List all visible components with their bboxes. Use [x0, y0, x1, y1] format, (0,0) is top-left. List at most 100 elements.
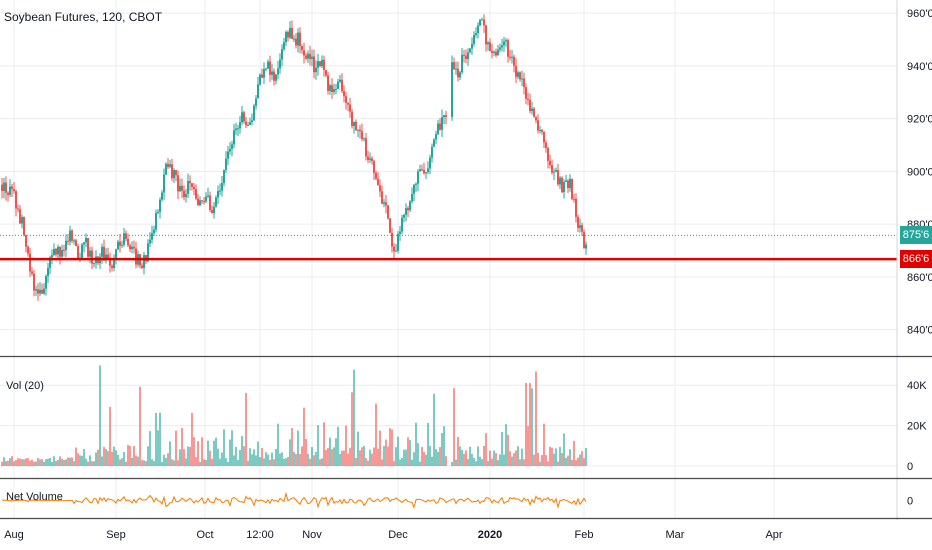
- candle-body: [267, 61, 269, 69]
- volume-bar: [549, 446, 551, 466]
- candle-body: [427, 168, 429, 173]
- volume-bar: [373, 447, 375, 466]
- volume-bar: [485, 433, 487, 466]
- volume-bar: [27, 458, 29, 466]
- candle-body: [463, 54, 465, 56]
- volume-bar: [423, 451, 425, 466]
- volume-bar: [443, 426, 445, 466]
- volume-bar: [189, 446, 191, 466]
- volume-bar: [393, 461, 395, 466]
- volume-bar: [281, 452, 283, 466]
- time-tick-label: Dec: [388, 529, 408, 541]
- volume-bar: [9, 458, 11, 466]
- candle-body: [131, 246, 133, 250]
- volume-bar: [61, 458, 63, 466]
- candle-body: [103, 246, 105, 261]
- volume-bar: [217, 448, 219, 466]
- candle-body: [241, 112, 243, 123]
- volume-bar: [293, 452, 295, 466]
- candle-body: [81, 244, 83, 259]
- candle-body: [209, 195, 211, 210]
- volume-bar: [271, 452, 273, 466]
- volume-bar: [585, 447, 587, 466]
- candle-body: [9, 186, 11, 195]
- volume-bar: [73, 461, 75, 466]
- candle-body: [115, 249, 117, 258]
- volume-bar: [493, 450, 495, 466]
- candle-body: [25, 235, 27, 247]
- candle-body: [555, 170, 557, 172]
- candle-body: [405, 208, 407, 215]
- volume-bar: [507, 434, 509, 466]
- volume-bar: [435, 449, 437, 466]
- candle-body: [585, 244, 587, 249]
- candle-body: [3, 182, 5, 191]
- volume-bar: [515, 450, 517, 466]
- candle-body: [129, 245, 131, 250]
- volume-bar: [475, 461, 477, 466]
- volume-bar: [561, 452, 563, 466]
- volume-bar: [349, 447, 351, 466]
- volume-bar: [153, 461, 155, 466]
- volume-bar: [345, 425, 347, 466]
- candle-body: [33, 273, 35, 291]
- volume-bar: [115, 450, 117, 466]
- candle-body: [497, 49, 499, 56]
- volume-bar: [351, 392, 353, 466]
- candle-body: [429, 157, 431, 169]
- volume-bar: [391, 429, 393, 466]
- axes: [0, 0, 932, 520]
- candle-body: [375, 172, 377, 179]
- volume-bar: [187, 446, 189, 466]
- candle-body: [221, 183, 223, 191]
- volume-bar: [347, 453, 349, 466]
- volume-bar: [71, 457, 73, 466]
- volume-bar: [137, 456, 139, 466]
- volume-bar: [285, 458, 287, 466]
- candle-body: [257, 84, 259, 99]
- volume-bar: [317, 425, 319, 466]
- candle-body: [277, 68, 279, 75]
- volume-bar: [459, 446, 461, 466]
- volume-bar: [505, 424, 507, 466]
- candle-body: [431, 146, 433, 158]
- candle-body: [565, 180, 567, 182]
- candle-body: [301, 46, 303, 51]
- candle-body: [451, 62, 453, 118]
- volume-bar: [215, 437, 217, 466]
- price-tick-label: 860'0: [907, 272, 932, 284]
- candle-body: [313, 56, 315, 73]
- candle-body: [205, 196, 207, 202]
- volume-bar: [333, 447, 335, 466]
- candle-body: [17, 208, 19, 210]
- candle-body: [271, 71, 273, 75]
- volume-bar: [15, 460, 17, 466]
- candle-body: [155, 212, 157, 230]
- volume-bar: [359, 450, 361, 466]
- candle-body: [303, 50, 305, 56]
- candle-body: [245, 121, 247, 126]
- volume-bar: [427, 422, 429, 466]
- candle-body: [169, 164, 171, 167]
- candle-body: [113, 257, 115, 269]
- candle-body: [159, 199, 161, 212]
- volume-bar: [309, 458, 311, 466]
- candle-body: [91, 250, 93, 264]
- volume-bar: [35, 461, 37, 466]
- volume-bar: [157, 430, 159, 466]
- candle-body: [189, 181, 191, 184]
- candle-body: [425, 172, 427, 174]
- candle-body: [51, 255, 53, 258]
- candle-body: [55, 249, 57, 255]
- candle-body: [247, 124, 249, 126]
- candle-body: [263, 69, 265, 78]
- candle-body: [101, 246, 103, 257]
- volume-bar: [123, 452, 125, 466]
- candle-body: [509, 56, 511, 58]
- candle-body: [5, 182, 7, 193]
- volume-bar: [143, 460, 145, 466]
- volume-bar: [57, 459, 59, 466]
- candle-body: [109, 258, 111, 266]
- volume-bar: [103, 446, 105, 466]
